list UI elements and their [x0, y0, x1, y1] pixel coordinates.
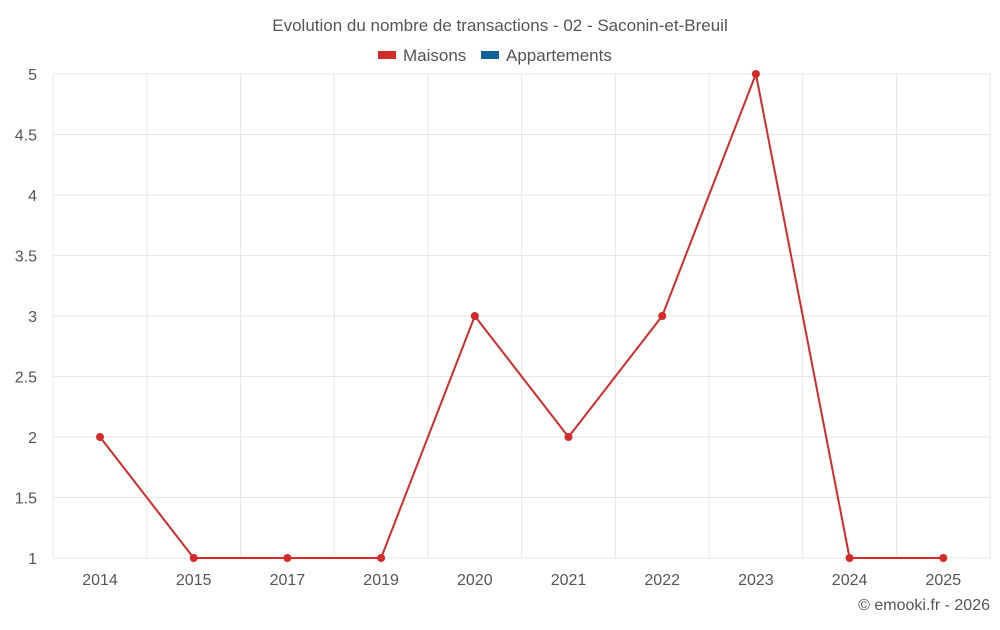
data-point-maisons-2021[interactable] — [564, 433, 573, 441]
grid — [52, 73, 991, 559]
x-tick-label: 2017 — [270, 572, 306, 589]
legend-label-appartements: Appartements — [506, 46, 612, 65]
data-point-maisons-2025[interactable] — [939, 554, 948, 562]
legend-label-maisons: Maisons — [403, 46, 466, 65]
y-tick-label: 4.5 — [15, 128, 37, 145]
footer-credit: © emooki.fr - 2026 — [858, 597, 990, 614]
x-axis: 2014 2015 2017 2019 2020 2021 2022 2023 2024 2025 — [82, 572, 961, 589]
legend-item-maisons[interactable]: Maisons — [378, 46, 466, 65]
y-tick-label: 1.5 — [15, 491, 37, 508]
data-point-maisons-2015[interactable] — [189, 554, 198, 562]
data-point-maisons-2017[interactable] — [283, 554, 292, 562]
y-tick-label: 2.5 — [15, 370, 37, 387]
data-point-maisons-2022[interactable] — [658, 312, 667, 320]
x-tick-label: 2024 — [832, 572, 868, 589]
legend-swatch-maisons — [378, 51, 396, 59]
data-point-maisons-2014[interactable] — [96, 433, 104, 441]
y-tick-label: 1 — [28, 551, 37, 568]
legend: Maisons Appartements — [378, 46, 612, 65]
y-tick-label: 3 — [28, 309, 37, 326]
legend-swatch-appartements — [481, 51, 499, 59]
x-tick-label: 2021 — [551, 572, 587, 589]
x-tick-label: 2023 — [738, 572, 774, 589]
series-line-maisons — [99, 70, 944, 559]
y-axis: 1 1.5 2 2.5 3 3.5 4 4.5 5 — [15, 67, 37, 568]
data-point-maisons-2024[interactable] — [845, 554, 854, 562]
chart-title: Evolution du nombre de transactions - 02… — [272, 16, 727, 35]
x-tick-label: 2019 — [363, 572, 399, 589]
y-tick-label: 4 — [28, 188, 37, 205]
x-tick-label: 2025 — [926, 572, 962, 589]
data-point-maisons-2019[interactable] — [377, 554, 386, 562]
legend-item-appartements[interactable]: Appartements — [481, 46, 612, 65]
y-tick-label: 2 — [28, 430, 37, 447]
x-tick-label: 2020 — [457, 572, 493, 589]
series-maisons — [96, 70, 948, 562]
y-tick-label: 5 — [28, 67, 37, 84]
x-tick-label: 2014 — [82, 572, 118, 589]
data-point-maisons-2023[interactable] — [751, 70, 760, 78]
y-tick-label: 3.5 — [15, 249, 37, 266]
x-tick-label: 2022 — [644, 572, 680, 589]
x-tick-label: 2015 — [176, 572, 212, 589]
data-point-maisons-2020[interactable] — [470, 312, 479, 320]
